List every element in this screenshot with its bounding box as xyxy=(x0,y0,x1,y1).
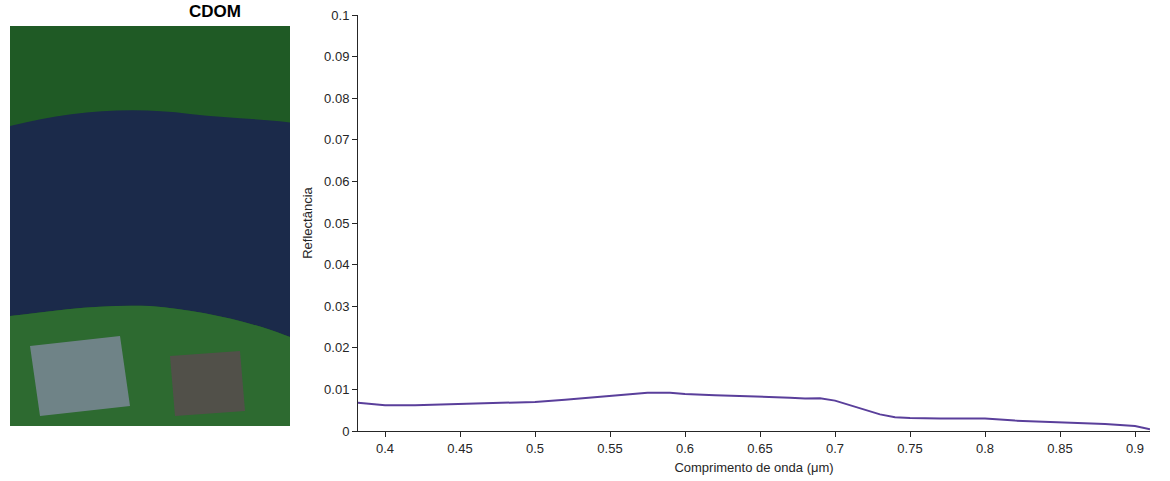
svg-text:0.5: 0.5 xyxy=(526,441,544,456)
svg-text:0.75: 0.75 xyxy=(897,441,922,456)
html-text:CDOM: CDOM xyxy=(189,2,241,21)
svg-text:0.7: 0.7 xyxy=(826,441,844,456)
svg-text:0.85: 0.85 xyxy=(1047,441,1072,456)
svg-text:0.02: 0.02 xyxy=(324,340,349,355)
svg-text:0.07: 0.07 xyxy=(324,132,349,147)
svg-text:0.9: 0.9 xyxy=(1126,441,1144,456)
svg-text:0.06: 0.06 xyxy=(324,174,349,189)
svg-text:0.01: 0.01 xyxy=(324,382,349,397)
svg-text:0.08: 0.08 xyxy=(324,91,349,106)
svg-text:0: 0 xyxy=(342,424,349,439)
svg-text:0.4: 0.4 xyxy=(376,441,394,456)
svg-text:0.45: 0.45 xyxy=(447,441,472,456)
svg-text:0.65: 0.65 xyxy=(747,441,772,456)
svg-text:Comprimento de onda (μm): Comprimento de onda (μm) xyxy=(674,460,833,475)
svg-text:0.03: 0.03 xyxy=(324,299,349,314)
svg-text:0.8: 0.8 xyxy=(976,441,994,456)
svg-text:0.04: 0.04 xyxy=(324,257,349,272)
svg-text:0.05: 0.05 xyxy=(324,216,349,231)
svg-text:0.6: 0.6 xyxy=(676,441,694,456)
svg-text:0.1: 0.1 xyxy=(331,8,349,23)
svg-text:0.09: 0.09 xyxy=(324,49,349,64)
svg-text:Reflectância: Reflectância xyxy=(300,186,315,258)
svg-text:0.55: 0.55 xyxy=(597,441,622,456)
